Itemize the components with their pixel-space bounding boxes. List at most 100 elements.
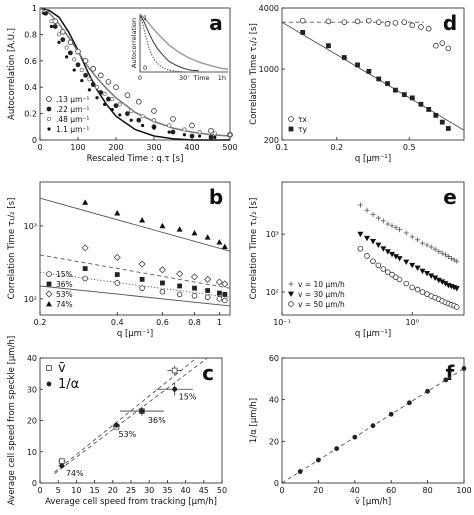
- legend-marker: [47, 127, 51, 131]
- data-point: [125, 111, 130, 116]
- data-point: [414, 286, 421, 293]
- data-point: [138, 260, 146, 268]
- data-point: [414, 265, 421, 272]
- data-point: [49, 24, 54, 29]
- data-point: [57, 40, 61, 44]
- x-tick-label: 500: [222, 143, 237, 152]
- data-point: [393, 87, 398, 93]
- data-point: [439, 40, 446, 46]
- x-tick-label: 40: [350, 486, 360, 495]
- data-point: [222, 291, 228, 297]
- data-point: [451, 257, 457, 263]
- data-point: [105, 79, 112, 85]
- legend-marker: [45, 290, 53, 298]
- data-point: [159, 288, 166, 295]
- point-label: 15%: [179, 392, 197, 401]
- data-point: [392, 20, 399, 26]
- data-point: [160, 280, 165, 286]
- data-point: [227, 132, 233, 137]
- data-point: [393, 225, 399, 231]
- data-point: [114, 272, 120, 277]
- fit-line: [39, 7, 230, 141]
- data-point: [114, 210, 121, 216]
- y-axis-label: Autocorrelation [A.U.]: [7, 28, 17, 120]
- data-point: [334, 446, 339, 452]
- data-point: [141, 123, 145, 128]
- data-point: [72, 68, 76, 72]
- y-tick-label: 0.6: [24, 57, 37, 66]
- legend-entry: 15%: [56, 270, 73, 279]
- data-point: [113, 103, 119, 109]
- x-tick-label: 25: [126, 486, 136, 495]
- series-3: [41, 9, 233, 137]
- data-point: [419, 268, 426, 275]
- data-point: [419, 289, 426, 295]
- series-1: [82, 275, 228, 304]
- y-tick-label: 1000: [259, 65, 279, 74]
- data-point: [67, 39, 74, 46]
- y-axis-label: Correlation Time τ₁/₂ [s]: [249, 198, 259, 300]
- data-point: [189, 122, 195, 129]
- data-point: [428, 244, 434, 250]
- data-point: [139, 408, 145, 414]
- y-axis-label: Correlation Time τ₁/₂ [s]: [7, 198, 17, 300]
- fit-line: [39, 197, 231, 252]
- data-point: [415, 237, 421, 243]
- data-point: [172, 386, 178, 392]
- data-point: [341, 19, 348, 25]
- data-point: [432, 275, 439, 281]
- legend-marker: [46, 96, 52, 102]
- data-point: [403, 259, 410, 266]
- panel-label: d: [443, 11, 457, 35]
- data-point: [436, 249, 442, 255]
- data-point: [106, 96, 111, 102]
- series-2: [82, 266, 228, 297]
- data-point: [151, 118, 157, 123]
- data-point: [52, 24, 58, 29]
- data-point: [139, 285, 145, 291]
- data-point: [389, 223, 395, 229]
- x-axis-label: Average cell speed from tracking [µm/h]: [45, 497, 217, 507]
- data-point: [59, 458, 65, 464]
- legend-entry: v = 30 µm/h: [298, 290, 345, 299]
- legend-entry: τx: [298, 115, 308, 124]
- x-tick-label: 0.6: [156, 318, 169, 327]
- data-point: [75, 62, 81, 68]
- legend-entry: v̄: [58, 361, 66, 376]
- x-axis-label: q [µm⁻¹]: [355, 154, 391, 164]
- data-point: [90, 82, 96, 87]
- series-1: [299, 17, 452, 52]
- legend-entry: .48 µm⁻¹: [56, 115, 89, 124]
- series-1: [42, 9, 233, 138]
- data-point: [409, 234, 415, 240]
- legend-marker: [46, 281, 52, 287]
- inset-curve: [139, 13, 229, 70]
- data-point: [197, 130, 202, 135]
- data-point: [409, 284, 415, 291]
- y-tick-label: 0.2: [24, 110, 37, 119]
- data-point: [375, 262, 382, 269]
- y-tick-label: 60: [269, 354, 279, 363]
- x-tick-label: 0.5: [403, 143, 416, 152]
- data-point: [167, 123, 172, 128]
- data-point: [118, 113, 122, 117]
- data-point: [208, 134, 214, 140]
- data-point: [380, 218, 386, 224]
- legend-marker: [46, 381, 52, 387]
- data-point: [81, 244, 89, 252]
- data-point: [190, 273, 199, 281]
- data-point: [442, 252, 448, 258]
- x-tick-label: 0.2: [34, 318, 47, 327]
- data-point: [176, 226, 183, 232]
- legend-marker: [288, 126, 294, 132]
- data-point: [79, 67, 84, 73]
- panel-b: 0.2 0.4 0.6 0.8 1 10² 10³ q [µm⁻¹] Correlation T…: [7, 181, 231, 339]
- y-axis-label: Correlation Time τ₁/₂ [s]: [249, 23, 259, 125]
- y-tick-label: 0: [32, 136, 37, 145]
- data-point: [375, 215, 381, 221]
- x-tick-label: 15: [90, 486, 100, 495]
- panel-label: e: [443, 185, 457, 209]
- legend-marker: [288, 291, 294, 297]
- data-point: [397, 227, 403, 233]
